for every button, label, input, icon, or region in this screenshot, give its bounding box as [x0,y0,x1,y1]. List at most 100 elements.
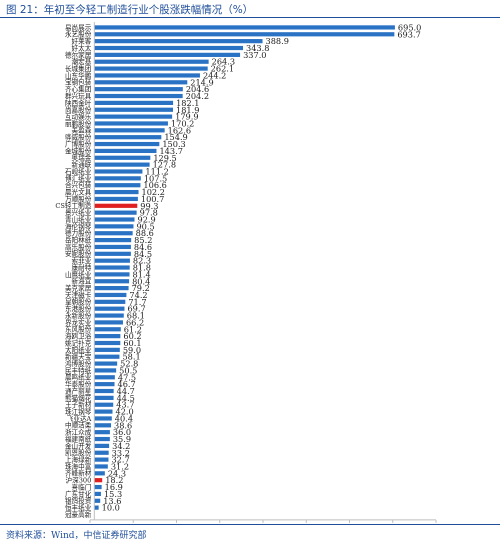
bar [94,237,132,243]
value-label: 61.2 [124,324,142,334]
category-label: 晨光文具 [65,187,92,196]
bar [94,436,110,442]
bar [94,100,174,105]
bar [94,25,395,30]
bar [94,361,118,366]
category-label: 飞亚达A [67,414,92,423]
category-label: 华泰股份 [65,380,92,389]
value-label: 143.7 [159,146,182,156]
value-label: 81.8 [133,263,151,273]
category-label: CS轻工制造 [55,201,91,210]
bar [94,388,114,394]
bar [94,73,200,78]
value-label: 97.8 [140,208,158,218]
value-label: 47.5 [118,372,136,382]
category-label: 合兴包装 [65,181,92,190]
value-label: 388.9 [266,36,289,46]
value-label: 84.5 [134,249,152,259]
bar [94,320,123,325]
category-label: 德力股份 [65,229,92,238]
bar [94,258,130,263]
value-label: 99.3 [140,201,158,211]
bar [94,416,112,421]
category-label: 凯恩股份 [65,448,92,457]
value-label: 102.2 [142,187,165,197]
value-label: 154.9 [164,132,187,142]
bar [94,286,129,291]
bar [94,457,109,462]
category-label: 冠豪高新 [65,510,92,519]
category-label: 新海宜 [72,277,92,286]
bar [94,59,209,64]
value-label: 179.9 [175,112,198,122]
bar [94,484,102,490]
bars-layer: 易尚展示 695.0 永艺股份 693.7 好莱客 388.9 好太太 343.8 德尔家居 33… [55,22,421,518]
bar [94,155,151,160]
bar [94,265,130,270]
value-label: 204.2 [186,91,209,101]
value-label: 68.1 [127,311,145,321]
value-label: 100.7 [141,194,164,204]
category-label: 东港股份 [65,304,92,313]
category-label: 恒丰纸业 [65,503,92,512]
bar [94,443,110,448]
bar [94,471,105,476]
category-label: 金城股份 [65,146,92,155]
category-label: 新疆天宝 [65,352,92,361]
bar [94,231,133,236]
bar [94,402,114,407]
bar [94,478,103,483]
value-label: 33.2 [112,448,130,458]
bar [94,498,101,503]
category-label: 浙江众成 [65,428,92,437]
bar [94,45,244,51]
value-label: 150.3 [162,139,185,149]
value-label: 92.9 [138,215,156,225]
bar [94,375,115,380]
category-label: 界龙实业 [65,318,92,327]
category-label: 好太太 [72,43,92,52]
bar [94,39,263,44]
value-label: 90.5 [136,221,154,231]
value-label: 34.2 [112,441,130,451]
value-label: 106.6 [143,180,166,190]
value-label: 693.7 [397,29,420,39]
value-label: 18.2 [105,475,123,485]
category-label: 高乐股份 [65,242,92,251]
bar [94,169,143,174]
category-label: 金山开发 [65,441,92,450]
bar [94,464,108,469]
source-rule [0,524,500,525]
category-label: 万顺股份 [65,194,92,203]
value-label: 44.5 [117,393,135,403]
value-label: 264.3 [212,57,235,67]
category-label: 皇朝股份 [65,297,92,306]
bar-chart: 易尚展示 695.0 永艺股份 693.7 好莱客 388.9 好太太 343.8 德尔家居 33… [55,22,437,523]
bar [94,93,183,99]
value-label: 46.7 [118,379,136,389]
value-label: 58.1 [122,352,140,362]
bar [94,87,183,92]
bar [94,183,141,188]
category-label: 尚嘉股份 [65,105,92,114]
bar [94,107,173,112]
category-label: 潮宏基 [72,57,92,66]
value-label: 85.2 [134,235,152,245]
value-label: 69.7 [127,304,145,314]
value-label: 60.1 [123,338,141,348]
category-label: 永艺股份 [65,30,92,39]
category-label: 青山纸业 [65,215,92,224]
bar [94,32,395,37]
value-label: 43.7 [116,400,134,410]
category-label: 海鸥卫浴 [65,332,92,341]
category-label: 骅威股份 [65,133,92,142]
value-label: 79.2 [132,283,150,293]
bar [94,66,208,71]
category-label: 石岘纸业 [65,167,92,176]
category-label: 齐峰新材 [65,469,92,478]
bar [94,203,138,208]
value-label: 50.5 [119,365,137,375]
category-label: 喜临门 [72,482,92,491]
value-label: 40.4 [115,413,133,423]
axis-layer: -10.090.0190.0290.0390.0490.0590.0690.07… [89,22,437,523]
